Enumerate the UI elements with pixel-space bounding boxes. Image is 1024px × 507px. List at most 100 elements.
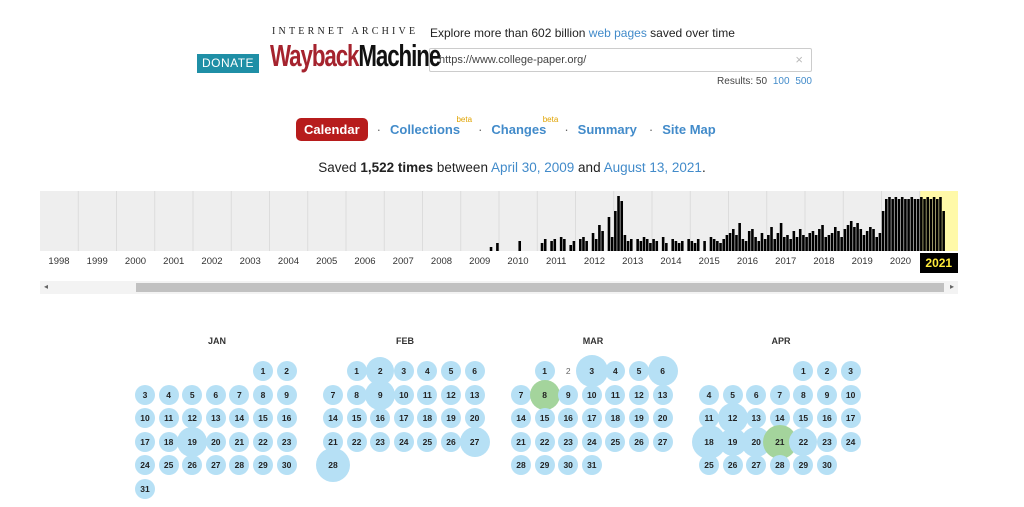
year-2002[interactable]: 2002 bbox=[201, 256, 223, 267]
calendar-day[interactable]: 13 bbox=[651, 383, 675, 407]
calendar-day[interactable]: 8 bbox=[251, 383, 275, 407]
calendar-day[interactable]: 12 bbox=[180, 406, 204, 430]
calendar-day[interactable]: 6 bbox=[647, 356, 678, 386]
calendar-day[interactable]: 22 bbox=[533, 430, 557, 454]
calendar-day[interactable]: 9 bbox=[556, 383, 580, 407]
calendar-day[interactable]: 25 bbox=[415, 430, 439, 454]
calendar-day[interactable]: 20 bbox=[204, 430, 228, 454]
calendar-day[interactable]: 11 bbox=[415, 383, 439, 407]
calendar-day[interactable]: 18 bbox=[692, 424, 726, 459]
scroll-thumb[interactable] bbox=[136, 283, 944, 292]
calendar-day[interactable]: 26 bbox=[721, 453, 745, 477]
calendar-day[interactable]: 11 bbox=[157, 406, 181, 430]
calendar-day[interactable]: 14 bbox=[227, 406, 251, 430]
calendar-day[interactable]: 6 bbox=[204, 383, 228, 407]
calendar-day[interactable]: 10 bbox=[133, 406, 157, 430]
calendar-day[interactable]: 22 bbox=[345, 430, 369, 454]
calendar-day[interactable]: 29 bbox=[251, 453, 275, 477]
calendar-day[interactable]: 27 bbox=[744, 453, 768, 477]
calendar-day[interactable]: 26 bbox=[439, 430, 463, 454]
calendar-day[interactable]: 7 bbox=[321, 383, 345, 407]
year-2001[interactable]: 2001 bbox=[163, 256, 185, 267]
calendar-day[interactable]: 15 bbox=[533, 406, 557, 430]
calendar-day[interactable]: 1 bbox=[533, 359, 557, 383]
calendar-day[interactable]: 12 bbox=[717, 403, 748, 434]
year-2014[interactable]: 2014 bbox=[660, 256, 682, 267]
year-2016[interactable]: 2016 bbox=[736, 256, 759, 267]
calendar-day[interactable]: 19 bbox=[439, 406, 463, 430]
calendar-day[interactable]: 16 bbox=[815, 406, 839, 430]
year-2017[interactable]: 2017 bbox=[775, 256, 797, 267]
calendar-day[interactable]: 18 bbox=[603, 406, 627, 430]
calendar-day[interactable]: 3 bbox=[392, 359, 416, 383]
web-pages-link[interactable]: web pages bbox=[588, 26, 647, 40]
calendar-day[interactable]: 29 bbox=[791, 453, 815, 477]
calendar-day[interactable]: 25 bbox=[157, 453, 181, 477]
calendar-day[interactable]: 25 bbox=[603, 430, 627, 454]
calendar-day[interactable]: 1 bbox=[251, 359, 275, 383]
calendar-day[interactable]: 4 bbox=[415, 359, 439, 383]
calendar-day[interactable]: 22 bbox=[789, 427, 818, 456]
tab-calendar[interactable]: Calendar bbox=[296, 117, 368, 141]
calendar-day[interactable]: 5 bbox=[180, 383, 204, 407]
calendar-day[interactable]: 14 bbox=[321, 406, 345, 430]
calendar-day[interactable]: 4 bbox=[697, 383, 721, 407]
year-1998[interactable]: 1998 bbox=[48, 256, 70, 267]
scroll-right-icon[interactable]: ▸ bbox=[949, 282, 954, 291]
calendar-day[interactable]: 17 bbox=[580, 406, 604, 430]
calendar-day[interactable]: 4 bbox=[603, 359, 627, 383]
calendar-day[interactable]: 24 bbox=[133, 453, 157, 477]
year-2009[interactable]: 2009 bbox=[469, 256, 491, 267]
calendar-day[interactable]: 13 bbox=[744, 406, 768, 430]
calendar-day[interactable]: 20 bbox=[463, 406, 487, 430]
scroll-left-icon[interactable]: ◂ bbox=[44, 282, 49, 291]
calendar-day[interactable]: 16 bbox=[275, 406, 299, 430]
calendar-day[interactable]: 19 bbox=[177, 426, 208, 457]
calendar-day[interactable]: 25 bbox=[697, 453, 721, 477]
calendar-day[interactable]: 1 bbox=[345, 359, 369, 383]
tab-collections[interactable]: Collections beta bbox=[389, 114, 473, 137]
calendar-day[interactable]: 21 bbox=[227, 430, 251, 454]
calendar-day[interactable]: 17 bbox=[133, 430, 157, 454]
calendar-day[interactable]: 23 bbox=[275, 430, 299, 454]
year-2018[interactable]: 2018 bbox=[813, 256, 835, 267]
calendar-day[interactable]: 19 bbox=[627, 406, 651, 430]
calendar-day[interactable]: 8 bbox=[529, 379, 560, 410]
calendar-day[interactable]: 7 bbox=[509, 383, 533, 407]
calendar-day[interactable]: 14 bbox=[768, 406, 792, 430]
calendar-day[interactable]: 10 bbox=[839, 383, 863, 407]
calendar-day[interactable]: 22 bbox=[251, 430, 275, 454]
calendar-day[interactable]: 13 bbox=[463, 383, 487, 407]
year-2007[interactable]: 2007 bbox=[392, 256, 414, 267]
calendar-day[interactable]: 27 bbox=[459, 426, 490, 457]
calendar-day[interactable]: 20 bbox=[651, 406, 675, 430]
last-capture-link[interactable]: August 13, 2021 bbox=[603, 160, 702, 175]
calendar-day[interactable]: 6 bbox=[744, 383, 768, 407]
results-500-link[interactable]: 500 bbox=[795, 76, 812, 87]
calendar-day[interactable]: 1 bbox=[791, 359, 815, 383]
year-2005[interactable]: 2005 bbox=[316, 256, 338, 267]
first-capture-link[interactable]: April 30, 2009 bbox=[490, 160, 575, 175]
calendar-day[interactable]: 30 bbox=[275, 453, 299, 477]
calendar-day[interactable]: 3 bbox=[839, 359, 863, 383]
calendar-day[interactable]: 28 bbox=[509, 453, 533, 477]
calendar-day[interactable]: 12 bbox=[439, 383, 463, 407]
year-2004[interactable]: 2004 bbox=[277, 256, 300, 267]
calendar-day[interactable]: 3 bbox=[575, 355, 608, 387]
calendar-day[interactable]: 15 bbox=[791, 406, 815, 430]
calendar-day[interactable]: 31 bbox=[580, 453, 604, 477]
timeline-scrollbar[interactable]: ◂ ▸ bbox=[40, 281, 958, 294]
calendar-day[interactable]: 5 bbox=[439, 359, 463, 383]
results-100-link[interactable]: 100 bbox=[772, 76, 790, 87]
calendar-day[interactable]: 28 bbox=[227, 453, 251, 477]
calendar-day[interactable]: 27 bbox=[204, 453, 228, 477]
calendar-day[interactable]: 5 bbox=[627, 359, 651, 383]
calendar-day[interactable]: 10 bbox=[392, 383, 416, 407]
year-2003[interactable]: 2003 bbox=[239, 256, 261, 267]
calendar-day[interactable]: 7 bbox=[768, 383, 792, 407]
calendar-day[interactable]: 11 bbox=[697, 406, 721, 430]
calendar-day[interactable]: 17 bbox=[392, 406, 416, 430]
calendar-day[interactable]: 5 bbox=[721, 383, 745, 407]
year-2000[interactable]: 2000 bbox=[124, 256, 147, 267]
calendar-day[interactable]: 24 bbox=[580, 430, 604, 454]
